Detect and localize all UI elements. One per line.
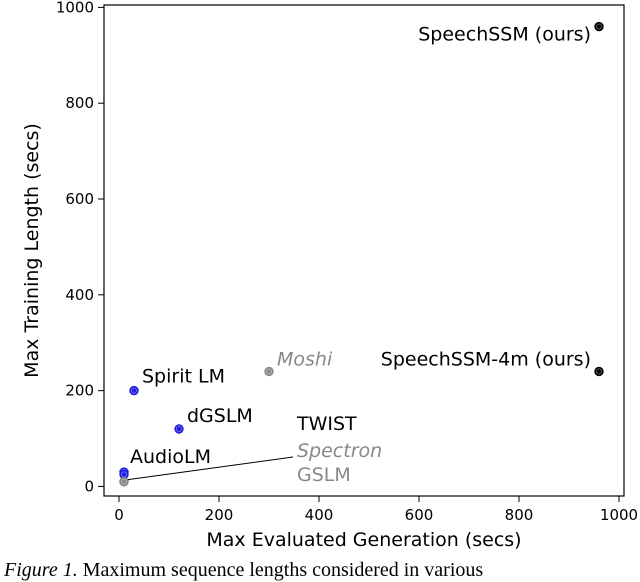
figure-label: Figure 1. (4, 559, 78, 581)
y-tick-label: 1000 (56, 0, 94, 16)
label-gslm: GSLM (297, 464, 351, 486)
point-gslm (119, 476, 129, 487)
point-spirit-lm (129, 385, 139, 396)
leader-line (127, 456, 294, 481)
label-moshi: Moshi (277, 348, 333, 370)
x-tick-label: 1000 (600, 506, 638, 524)
label-audiolm: AudioLM (130, 446, 211, 468)
y-tick-label: 400 (65, 286, 94, 304)
x-tick-label: 400 (305, 506, 334, 524)
axes-frame (103, 4, 625, 497)
x-axis-label: Max Evaluated Generation (secs) (206, 529, 521, 551)
y-tick-label: 200 (65, 382, 94, 400)
label-speechssm-4m-ours: SpeechSSM-4m (ours) (381, 348, 591, 370)
point-speechssm-ours (594, 21, 604, 32)
plot-frame (103, 4, 625, 497)
label-dgslm: dGSLM (187, 405, 253, 427)
label-spectron: Spectron (297, 440, 382, 462)
point-labels: SpeechSSM (ours) SpeechSSM-4m (ours) Moshi… (127, 24, 591, 486)
caption-text: Maximum sequence lengths considered in v… (77, 559, 484, 581)
data-points (119, 21, 604, 487)
y-axis-label: Max Training Length (secs) (21, 123, 43, 378)
x-tick-label: 600 (405, 506, 434, 524)
label-speechssm-ours: SpeechSSM (ours) (418, 24, 591, 46)
y-tick-label: 800 (65, 94, 94, 112)
x-tick-label: 800 (505, 506, 534, 524)
x-tick-label: 0 (114, 506, 124, 524)
tick-marks: 0 200 400 600 800 1000 0 200 400 600 800 1000 (56, 0, 638, 524)
x-tick-label: 200 (205, 506, 234, 524)
point-speechssm-4m-ours (594, 366, 604, 377)
figure-caption: Figure 1. Maximum sequence lengths consi… (4, 559, 640, 582)
label-twist: TWIST (296, 413, 357, 435)
y-tick-label: 0 (84, 477, 94, 495)
point-dgslm (174, 424, 184, 434)
scatter-chart: 0 200 400 600 800 1000 0 200 400 600 800 1000 Speec… (21, 0, 638, 551)
point-moshi (264, 366, 274, 377)
label-spirit-lm: Spirit LM (142, 366, 225, 388)
y-tick-label: 600 (65, 190, 94, 208)
